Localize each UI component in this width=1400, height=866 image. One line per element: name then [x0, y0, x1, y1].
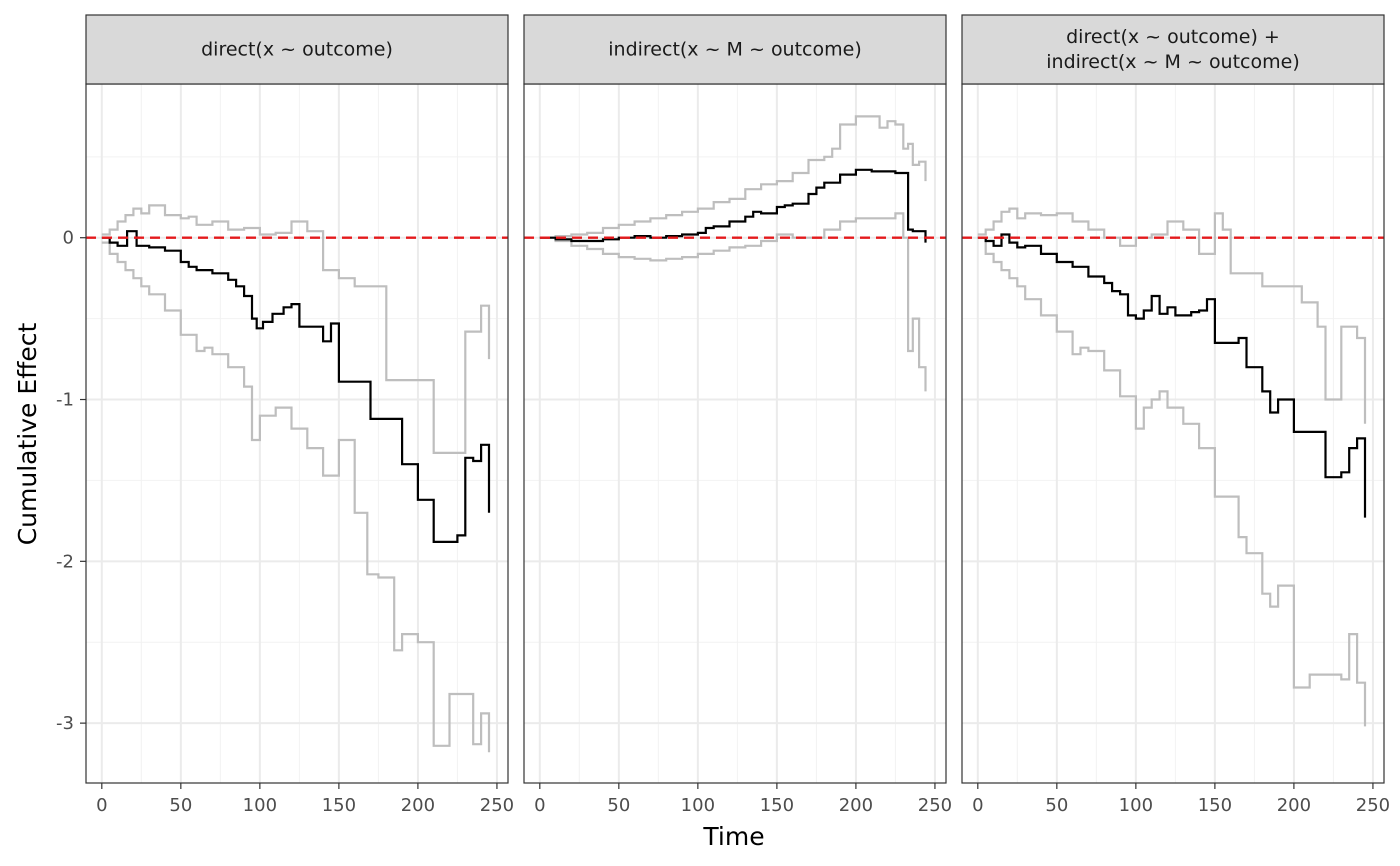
- confidence-upper-line: [101, 204, 491, 454]
- confidence-upper-line: [539, 115, 927, 239]
- x-tick-label: 250: [480, 795, 514, 816]
- facet-strip: [523, 14, 947, 85]
- facet-strip-label: indirect(x ~ M ~ outcome): [608, 39, 862, 61]
- panel-background: [962, 84, 1384, 783]
- facet-panel: direct(x ~ outcome) + indirect(x ~ M ~ ou…: [961, 14, 1390, 816]
- x-tick-label: 150: [760, 795, 794, 816]
- estimate-line: [539, 168, 927, 243]
- x-tick-label: 200: [839, 795, 873, 816]
- facet-strip-label: direct(x ~ outcome) +: [1066, 26, 1280, 48]
- y-tick-label: -1: [56, 390, 74, 411]
- x-tick-label: 250: [918, 795, 952, 816]
- confidence-lower-line: [539, 212, 927, 392]
- x-tick-label: 150: [1198, 795, 1232, 816]
- x-tick-label: 0: [534, 795, 545, 816]
- x-tick-label: 200: [401, 795, 435, 816]
- confidence-lower-line: [101, 241, 491, 753]
- x-tick-label: 50: [607, 795, 630, 816]
- x-axis-title: Time: [702, 822, 764, 851]
- x-tick-label: 100: [243, 795, 277, 816]
- confidence-upper-line: [977, 207, 1367, 424]
- x-tick-label: 0: [96, 795, 107, 816]
- facet-strip-label: direct(x ~ outcome): [201, 39, 393, 61]
- estimate-line: [101, 230, 491, 543]
- facet-panel: indirect(x ~ M ~ outcome) 0 50 100 150 200 250: [523, 14, 952, 816]
- confidence-lower-line: [977, 236, 1367, 727]
- panel-background: [86, 84, 508, 783]
- facet-strip: [85, 14, 509, 85]
- x-tick-label: 200: [1277, 795, 1311, 816]
- y-tick-label: -3: [56, 713, 74, 734]
- x-tick-label: 250: [1356, 795, 1390, 816]
- y-tick-label: -2: [56, 551, 74, 572]
- facet-panel: direct(x ~ outcome) 0 50 100 150 200 250 -3 -2 -1…: [56, 14, 514, 816]
- x-tick-label: 150: [322, 795, 356, 816]
- y-tick-label: 0: [63, 228, 74, 249]
- x-tick-label: 100: [1119, 795, 1153, 816]
- x-tick-label: 0: [972, 795, 983, 816]
- estimate-line: [977, 233, 1367, 518]
- y-axis-title: Cumulative Effect: [13, 323, 42, 546]
- panels: direct(x ~ outcome) 0 50 100 150 200 250 -3 -2 -1…: [56, 14, 1390, 816]
- x-tick-label: 100: [681, 795, 715, 816]
- x-tick-label: 50: [169, 795, 192, 816]
- x-tick-label: 50: [1045, 795, 1068, 816]
- panel-background: [524, 84, 946, 783]
- facet-strip-label: indirect(x ~ M ~ outcome): [1046, 51, 1300, 73]
- facet-strip: [961, 14, 1385, 85]
